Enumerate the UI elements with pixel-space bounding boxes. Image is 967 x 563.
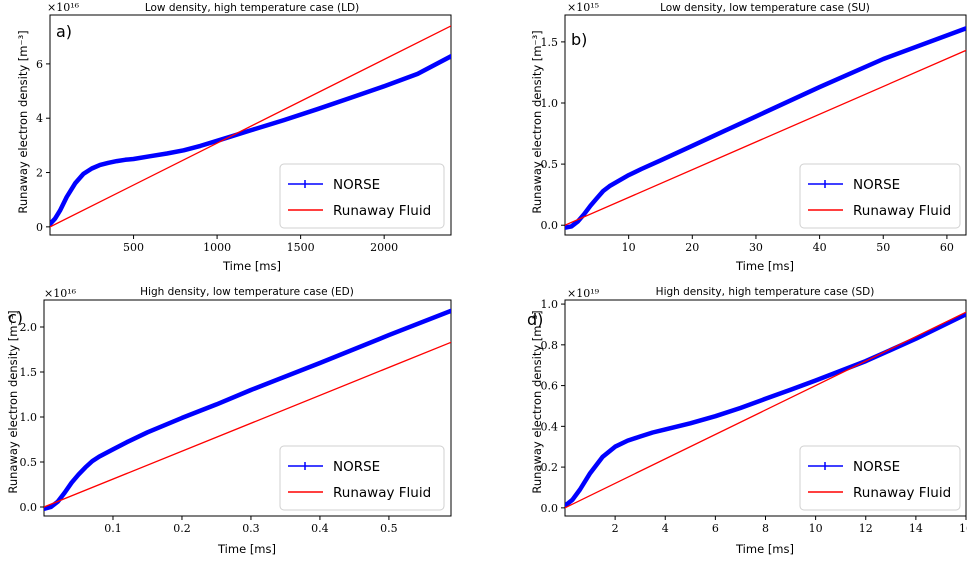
panel-a-xlabel: Time [ms]: [222, 259, 281, 273]
panel-a: Low density, high temperature case (LD) …: [16, 1, 452, 273]
panel-d-xtick-label: 4: [662, 522, 669, 535]
panel-c-ytick-label: 1.5: [20, 366, 38, 379]
panel-c-y-multiplier: ×10¹⁶: [44, 287, 77, 300]
panel-b-series-runaway-fluid-line: [565, 49, 966, 226]
panel-d-plot-area: 2 4 6 8 10 12 14 16 0.0 0.2 0.4 0.6 0.8 1.0: [541, 298, 967, 535]
panel-d-ytick-label: 0.8: [541, 339, 559, 352]
panel-b-xlabel: Time [ms]: [735, 259, 794, 273]
panel-a-series-runaway-fluid-line: [50, 25, 451, 228]
panel-b-xtick-label: 20: [685, 241, 699, 254]
panel-d-ytick-label: 0.4: [541, 420, 559, 433]
panel-d-xtick-label: 10: [809, 522, 823, 535]
panel-a-legend-label-norse: NORSE: [333, 177, 380, 193]
panel-b-xtick-label: 40: [813, 241, 827, 254]
panel-c-plot-area: 0.1 0.2 0.3 0.4 0.5 0.0 0.5 1.0 1.5 2.0: [20, 308, 451, 535]
panel-c-legend: NORSE Runaway Fluid: [279, 445, 445, 511]
panel-d-ytick-label: 0.6: [541, 380, 559, 393]
panel-c-legend-label-fluid: Runaway Fluid: [333, 485, 431, 501]
panel-c-frame: [43, 299, 452, 517]
panel-c-xtick-label: 0.1: [104, 522, 122, 535]
panel-b-title: Low density, low temperature case (SU): [660, 2, 870, 14]
panel-c-ytick-label: 2.0: [20, 321, 38, 334]
panel-a-title: Low density, high temperature case (LD): [145, 2, 359, 14]
panel-c-letter: c): [8, 308, 23, 327]
panel-c-xtick-label: 0.3: [242, 522, 260, 535]
panel-d-legend-label-norse: NORSE: [853, 459, 900, 475]
panel-a-ylabel: Runaway electron density [m⁻³]: [16, 30, 30, 213]
panel-b-xtick-label: 60: [940, 241, 954, 254]
panel-b-frame: [564, 14, 967, 236]
panel-a-legend: NORSE Runaway Fluid: [279, 163, 445, 229]
panel-c-ytick-label: 0.0: [20, 501, 38, 514]
panel-d-xtick-label: 6: [712, 522, 719, 535]
panel-d-xtick-label: 8: [762, 522, 769, 535]
panel-d-series-runaway-fluid-line: [565, 311, 966, 509]
panel-b-xtick-label: 30: [749, 241, 763, 254]
panel-d-legend-label-fluid: Runaway Fluid: [853, 485, 951, 501]
panel-a-ytick-label: 2: [36, 167, 43, 180]
panel-d-ylabel: Runaway electron density [m⁻³]: [530, 310, 544, 493]
panel-d-xtick-label: 12: [859, 522, 873, 535]
panel-a-letter: a): [56, 22, 72, 41]
panel-a-plot-area: 500 1000 1500 2000 0 2 4 6: [36, 25, 451, 254]
panel-a-ytick-label: 6: [36, 58, 43, 71]
panel-b-ytick-label: 1.0: [541, 97, 559, 110]
panel-c-xtick-label: 0.4: [311, 522, 329, 535]
panel-a-y-multiplier: ×10¹⁶: [47, 1, 80, 14]
panel-c-xtick-label: 0.5: [380, 522, 398, 535]
panel-b-legend-label-fluid: Runaway Fluid: [853, 203, 951, 219]
panel-b: Low density, low temperature case (SU) ×…: [530, 1, 967, 273]
panel-c-legend-box: [279, 445, 445, 511]
panel-a-ytick-label: 0: [36, 221, 43, 234]
panel-b-legend-box: [799, 163, 961, 229]
panel-d-title: High density, high temperature case (SD): [656, 286, 875, 298]
panel-d-ytick-label: 0.0: [541, 502, 559, 515]
panel-c-title: High density, low temperature case (ED): [140, 286, 354, 298]
panel-d-letter: d): [527, 310, 543, 329]
panel-a-xtick-label: 2000: [370, 241, 398, 254]
panel-c-legend-label-norse: NORSE: [333, 459, 380, 475]
panel-d-xtick-label: 2: [612, 522, 619, 535]
panel-d-xlabel: Time [ms]: [735, 542, 794, 556]
panel-c-xlabel: Time [ms]: [217, 542, 276, 556]
panel-b-ytick-label: 1.5: [541, 36, 559, 49]
panel-a-xtick-label: 500: [123, 241, 144, 254]
panel-d-xtick-label: 16: [959, 522, 967, 535]
panel-b-series-norse-line: [565, 26, 966, 230]
panel-a-xtick-label: 1000: [203, 241, 231, 254]
panel-d-series-norse-line: [565, 312, 966, 509]
panel-b-xtick-label: 10: [622, 241, 636, 254]
panel-d-legend: NORSE Runaway Fluid: [799, 445, 961, 511]
panel-c-ytick-label: 0.5: [20, 456, 38, 469]
panel-c: High density, low temperature case (ED) …: [6, 286, 452, 556]
panel-b-y-multiplier: ×10¹⁵: [567, 1, 599, 14]
panel-b-xtick-label: 50: [876, 241, 890, 254]
panel-d-legend-box: [799, 445, 961, 511]
panel-c-series-norse-line: [44, 308, 451, 512]
panel-b-ytick-label: 0.5: [541, 158, 559, 171]
panel-a-xtick-label: 1500: [287, 241, 315, 254]
panel-a-frame: [49, 14, 452, 236]
panel-d-ytick-label: 0.2: [541, 461, 559, 474]
panel-d: High density, high temperature case (SD)…: [527, 286, 967, 556]
panel-c-xtick-label: 0.2: [173, 522, 191, 535]
panel-b-legend-label-norse: NORSE: [853, 177, 900, 193]
panel-d-xtick-label: 14: [909, 522, 923, 535]
panel-b-ytick-label: 0.0: [541, 219, 559, 232]
panel-b-legend: NORSE Runaway Fluid: [799, 163, 961, 229]
panel-a-series-norse-line: [50, 54, 451, 227]
panel-b-ylabel: Runaway electron density [m⁻³]: [530, 30, 544, 213]
panel-a-legend-label-fluid: Runaway Fluid: [333, 203, 431, 219]
panel-a-legend-box: [279, 163, 445, 229]
panel-c-ytick-label: 1.0: [20, 411, 38, 424]
panel-d-y-multiplier: ×10¹⁹: [567, 287, 600, 300]
panel-b-letter: b): [571, 30, 587, 49]
panel-d-ytick-label: 1.0: [541, 298, 559, 311]
panel-b-plot-area: 10 20 30 40 50 60 0.0 0.5 1.0 1.5: [541, 26, 966, 254]
panel-a-ytick-label: 4: [36, 112, 43, 125]
panel-c-ylabel: Runaway electron density [m⁻³]: [6, 310, 20, 493]
panel-c-series-runaway-fluid-line: [44, 341, 451, 508]
